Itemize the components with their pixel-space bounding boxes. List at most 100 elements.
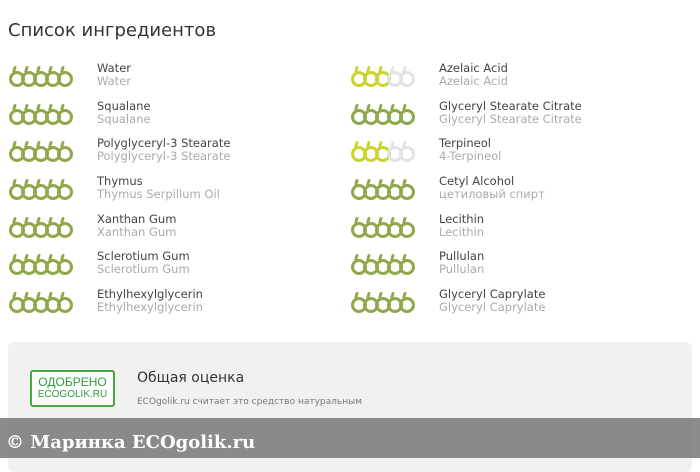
nut-rating-icon bbox=[56, 217, 73, 238]
nut-rating-icon bbox=[350, 141, 367, 163]
nut-rating-icon bbox=[8, 217, 25, 238]
ingredient-alt-name: Sclerotium Gum bbox=[97, 262, 190, 277]
rating-icons bbox=[350, 141, 415, 163]
badge-line2: ECOGOLIK.RU bbox=[37, 389, 108, 400]
nut-rating-icon bbox=[398, 141, 415, 163]
ingredient-alt-name: Glyceryl Stearate Citrate bbox=[439, 111, 582, 126]
overall-text: ECOgolik.ru считает это средство натурал… bbox=[137, 397, 362, 407]
nut-rating-icon bbox=[32, 292, 49, 314]
ingredient-item[interactable]: Xanthan Gum Xanthan Gum bbox=[8, 212, 350, 251]
nut-rating-icon bbox=[374, 141, 391, 163]
nut-rating-icon bbox=[374, 179, 391, 201]
nut-rating-icon bbox=[20, 217, 37, 238]
ingredient-alt-name: 4-Terpineol bbox=[439, 149, 502, 164]
nut-rating-icon bbox=[8, 292, 25, 314]
nut-rating-icon bbox=[398, 217, 415, 238]
ingredient-item[interactable]: Cetyl Alcohol цетиловый спирт bbox=[350, 175, 692, 213]
rating-icons bbox=[350, 254, 415, 276]
nut-rating-icon bbox=[56, 179, 73, 201]
nut-rating-icon bbox=[374, 292, 391, 314]
nut-rating-icon bbox=[20, 66, 37, 87]
ingredient-item[interactable]: Squalane Squalane bbox=[8, 98, 350, 138]
nut-rating-icon bbox=[44, 217, 61, 238]
nut-rating-icon bbox=[350, 66, 367, 87]
nut-rating-icon bbox=[56, 254, 73, 276]
overall-title: Общая оценка bbox=[137, 370, 245, 386]
rating-icons bbox=[350, 179, 415, 201]
ingredient-item[interactable]: Terpineol 4-Terpineol bbox=[350, 137, 692, 175]
nut-rating-icon bbox=[350, 292, 367, 314]
rating-icons bbox=[8, 141, 73, 163]
ingredient-item[interactable]: Ethylhexylglycerin Ethylhexylglycerin bbox=[8, 288, 350, 326]
rating-icons bbox=[350, 66, 415, 87]
nut-rating-icon bbox=[56, 141, 73, 163]
nut-rating-icon bbox=[386, 292, 403, 314]
nut-rating-icon bbox=[386, 104, 403, 125]
ingredient-alt-name: Pullulan bbox=[439, 262, 485, 277]
ingredient-name: Glyceryl Caprylate bbox=[439, 287, 546, 302]
nut-rating-icon bbox=[350, 217, 367, 238]
rating-icons bbox=[8, 292, 73, 314]
nut-rating-icon bbox=[8, 179, 25, 201]
ingredient-alt-name: Polyglyceryl-3 Stearate bbox=[97, 149, 231, 164]
nut-rating-icon bbox=[398, 179, 415, 201]
nut-rating-icon bbox=[386, 179, 403, 201]
ingredient-name: Ethylhexylglycerin bbox=[97, 287, 203, 302]
ingredient-item[interactable]: Glyceryl Stearate Citrate Glyceryl Steara… bbox=[350, 98, 692, 138]
ingredient-alt-name: Squalane bbox=[97, 111, 151, 126]
nut-rating-icon bbox=[8, 66, 25, 87]
nut-rating-icon bbox=[32, 179, 49, 201]
ingredient-name: Pullulan bbox=[439, 249, 485, 264]
ingredient-item[interactable]: Azelaic Acid Azelaic Acid bbox=[350, 62, 692, 100]
ingredient-alt-name: Glyceryl Caprylate bbox=[439, 300, 546, 315]
ingredient-item[interactable]: Sclerotium Gum Sclerotium Gum bbox=[8, 250, 350, 288]
nut-rating-icon bbox=[8, 254, 25, 276]
nut-rating-icon bbox=[386, 66, 403, 87]
nut-rating-icon bbox=[362, 104, 379, 125]
nut-rating-icon bbox=[374, 104, 391, 125]
nut-rating-icon bbox=[44, 66, 61, 87]
ingredient-item[interactable]: Thymus Thymus Serpillum Oil bbox=[8, 175, 350, 213]
nut-rating-icon bbox=[32, 254, 49, 276]
approved-badge: ОДОБРЕНО ECOGOLIK.RU bbox=[30, 370, 115, 407]
nut-rating-icon bbox=[20, 179, 37, 201]
ingredient-alt-name: Ethylhexylglycerin bbox=[97, 300, 203, 315]
nut-rating-icon bbox=[56, 292, 73, 314]
nut-rating-icon bbox=[362, 179, 379, 201]
nut-rating-icon bbox=[20, 141, 37, 163]
badge-line1: ОДОБРЕНО bbox=[38, 375, 107, 389]
ingredient-alt-name: Xanthan Gum bbox=[97, 224, 177, 239]
nut-rating-icon bbox=[374, 217, 391, 238]
nut-rating-icon bbox=[362, 254, 379, 276]
nut-rating-icon bbox=[374, 254, 391, 276]
ingredient-item[interactable]: Glyceryl Caprylate Glyceryl Caprylate bbox=[350, 288, 692, 326]
nut-rating-icon bbox=[56, 104, 73, 125]
nut-rating-icon bbox=[398, 66, 415, 87]
nut-rating-icon bbox=[386, 254, 403, 276]
nut-rating-icon bbox=[20, 254, 37, 276]
ingredient-name: Sclerotium Gum bbox=[97, 249, 190, 264]
nut-rating-icon bbox=[32, 104, 49, 125]
nut-rating-icon bbox=[350, 254, 367, 276]
ingredient-name: Thymus bbox=[97, 174, 143, 189]
rating-icons bbox=[350, 292, 415, 314]
nut-rating-icon bbox=[398, 254, 415, 276]
ingredient-item[interactable]: Water Water bbox=[8, 62, 350, 100]
ingredient-name: Glyceryl Stearate Citrate bbox=[439, 98, 582, 113]
ingredient-alt-name: Water bbox=[97, 74, 131, 88]
nut-rating-icon bbox=[350, 179, 367, 201]
nut-rating-icon bbox=[362, 66, 379, 87]
nut-rating-icon bbox=[386, 217, 403, 238]
ingredient-item[interactable]: Pullulan Pullulan bbox=[350, 250, 692, 288]
nut-rating-icon bbox=[362, 141, 379, 163]
nut-rating-icon bbox=[8, 104, 25, 125]
rating-icons bbox=[8, 217, 73, 238]
rating-icons bbox=[8, 254, 73, 276]
ingredient-item[interactable]: Polyglyceryl-3 Stearate Polyglyceryl-3 St… bbox=[8, 137, 350, 175]
ingredient-name: Water bbox=[97, 61, 131, 75]
nut-rating-icon bbox=[362, 217, 379, 238]
nut-rating-icon bbox=[8, 141, 25, 163]
ingredient-item[interactable]: Lecithin Lecithin bbox=[350, 212, 692, 251]
nut-rating-icon bbox=[20, 292, 37, 314]
ingredient-name: Squalane bbox=[97, 98, 151, 113]
